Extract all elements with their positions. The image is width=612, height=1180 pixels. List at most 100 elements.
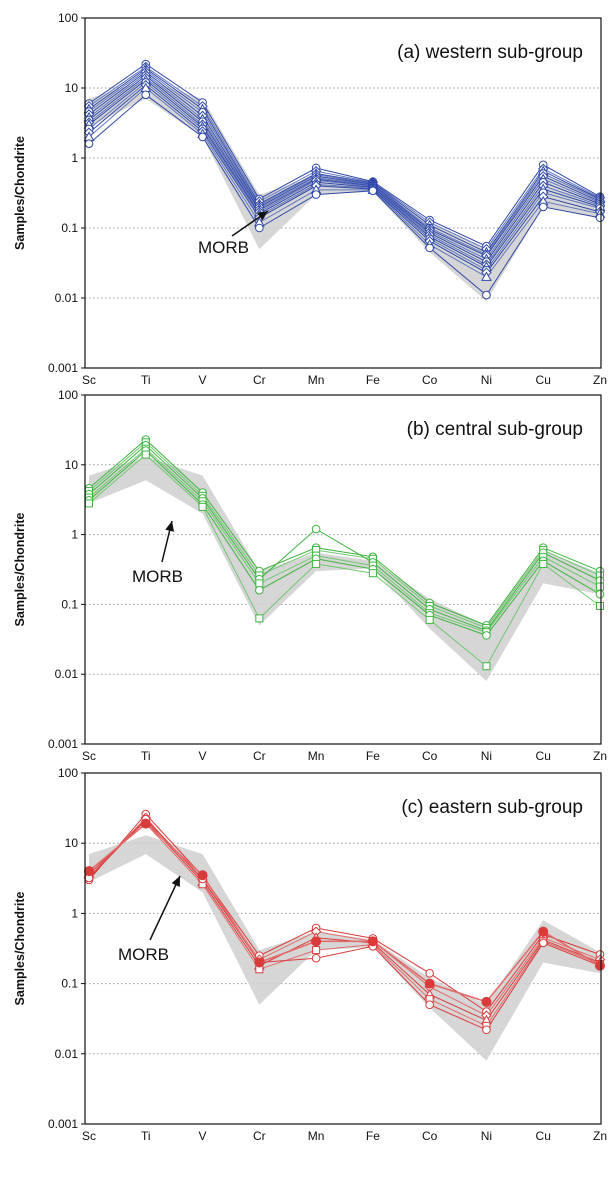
x-tick-label: Ti — [141, 1129, 151, 1143]
y-tick-label: 0.01 — [55, 1047, 79, 1061]
y-tick-label: 10 — [65, 81, 79, 95]
x-tick-label: Mn — [308, 373, 325, 387]
data-point — [312, 559, 321, 568]
data-point — [482, 631, 491, 640]
data-point — [425, 1000, 434, 1010]
y-tick-label: 0.001 — [48, 361, 78, 375]
series-line — [88, 822, 601, 1003]
panel-title: (b) central sub-group — [407, 419, 583, 440]
y-tick-label: 1 — [71, 528, 78, 542]
data-point — [538, 202, 548, 212]
series-line — [88, 84, 601, 274]
x-tick-label: Mn — [308, 1129, 325, 1143]
series-line — [88, 69, 601, 256]
series-line — [88, 813, 601, 1013]
x-tick-label: Cr — [253, 749, 266, 763]
data-point — [481, 271, 492, 281]
x-tick-label: Ti — [141, 373, 151, 387]
x-tick-label: Zn — [593, 1129, 607, 1143]
data-point — [85, 499, 93, 508]
data-point — [255, 585, 264, 595]
y-axis-label: Samples/Chondrite — [13, 513, 27, 627]
y-tick-label: 0.01 — [55, 291, 79, 305]
series-line — [88, 67, 601, 253]
data-point — [482, 290, 491, 300]
x-tick-label: Cu — [536, 1129, 551, 1143]
x-tick-label: Ni — [481, 749, 492, 763]
data-point — [538, 938, 548, 948]
data-point — [595, 960, 605, 971]
data-point — [595, 213, 605, 223]
morb-label: MORB — [132, 567, 183, 586]
x-tick-label: Sc — [82, 1129, 96, 1143]
data-point — [141, 450, 150, 459]
data-point — [425, 969, 434, 978]
x-tick-label: Co — [422, 373, 438, 387]
data-point — [198, 502, 207, 511]
y-tick-label: 100 — [58, 11, 78, 25]
x-tick-label: V — [199, 373, 207, 387]
x-tick-label: Co — [422, 1129, 438, 1143]
data-point — [424, 978, 435, 989]
series-line — [88, 71, 601, 257]
chart-panel-2: 0.001 0.01 0.1 1 10 100 Sc Ti V Cr Mn Fe Co Ni Cu Zn Sam… — [13, 388, 607, 763]
chart-panel-1: 0.001 0.01 0.1 1 10 100 Sc Ti V Cr Mn Fe Co Ni Cu Zn Sam… — [13, 11, 607, 387]
y-tick-label: 0.1 — [61, 977, 78, 991]
data-point — [367, 936, 378, 947]
data-point — [481, 996, 492, 1007]
x-tick-label: V — [199, 749, 207, 763]
morb-band — [89, 835, 600, 1061]
series-line — [88, 63, 601, 247]
y-axis-label: Samples/Chondrite — [13, 892, 27, 1006]
data-point — [141, 90, 151, 100]
series-line — [88, 77, 601, 266]
x-tick-label: Ni — [481, 1129, 492, 1143]
data-point — [539, 559, 548, 568]
series-line — [88, 66, 601, 250]
data-point — [596, 582, 604, 591]
y-tick-label: 0.001 — [48, 1117, 78, 1131]
x-tick-label: Co — [422, 749, 438, 763]
y-tick-label: 0.1 — [61, 597, 78, 611]
y-tick-label: 100 — [58, 388, 78, 402]
data-point — [482, 1025, 491, 1035]
morb-arrow-head — [171, 876, 180, 887]
data-point — [255, 579, 264, 588]
morb-arrow — [149, 875, 181, 941]
panel-title: (c) eastern sub-group — [401, 797, 583, 818]
morb-arrow-head — [165, 521, 175, 532]
data-point — [254, 957, 265, 968]
series-line — [88, 73, 601, 260]
y-tick-label: 0.001 — [48, 737, 78, 751]
y-axis-label: Samples/Chondrite — [13, 136, 27, 250]
morb-label: MORB — [198, 238, 249, 257]
series-line — [88, 819, 601, 1021]
x-tick-label: Fe — [366, 1129, 380, 1143]
data-point — [255, 614, 264, 623]
x-tick-label: Cu — [536, 749, 551, 763]
plot-frame — [84, 17, 602, 369]
x-tick-label: Cr — [253, 1129, 266, 1143]
data-point — [311, 953, 321, 963]
y-tick-label: 1 — [71, 906, 78, 920]
series-line — [88, 448, 601, 633]
x-tick-label: Ti — [141, 749, 151, 763]
morb-label: MORB — [118, 945, 169, 964]
data-point — [425, 243, 434, 253]
series-line — [88, 822, 601, 1027]
panel-title: (a) western sub-group — [397, 42, 583, 63]
data-point — [596, 601, 604, 610]
data-point — [84, 139, 94, 149]
y-tick-label: 10 — [65, 458, 79, 472]
series-line — [88, 81, 601, 271]
plot-frame — [84, 394, 602, 745]
y-tick-label: 0.01 — [55, 667, 79, 681]
data-point — [425, 615, 434, 624]
x-tick-label: Sc — [82, 749, 96, 763]
series-line — [88, 438, 601, 627]
data-point — [538, 926, 549, 937]
x-tick-label: Sc — [82, 373, 96, 387]
data-point — [84, 866, 94, 877]
plot-frame — [84, 772, 602, 1125]
